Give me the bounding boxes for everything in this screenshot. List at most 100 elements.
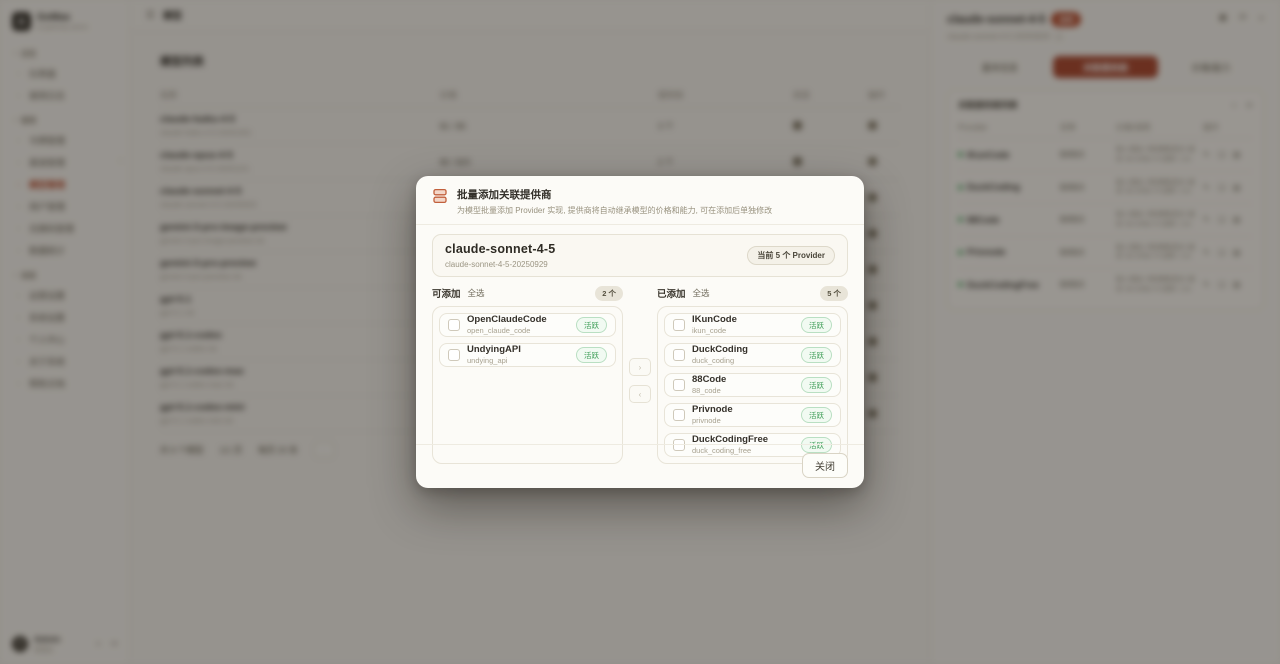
provider-option-name: DuckCodingFree — [692, 433, 769, 445]
sidebar-item-tokens[interactable]: ▫ 令牌管理 — [0, 129, 129, 151]
checkbox[interactable] — [448, 349, 460, 361]
sidebar-item-stats[interactable]: ▫ 数据统计 — [0, 239, 129, 261]
provider-row[interactable]: Privnode $3/$15 输入/输出: 继承模型定价 缓存: $0.30/… — [958, 237, 1253, 269]
move-left-button[interactable]: ‹ — [629, 385, 651, 403]
sidebar-item-models-active[interactable]: ▫ 模型管理 — [0, 173, 129, 195]
provider-option[interactable]: 88Code 88_code 活跃 — [664, 373, 841, 397]
model-row[interactable]: claude-haiku-4-5 claude-haiku-4-5-202510… — [160, 108, 900, 144]
tab-pricing-capability[interactable]: 价格/能力 — [1191, 62, 1231, 73]
copy-provider-icon[interactable]: ❏ — [1217, 215, 1225, 225]
sidebar-user-area[interactable]: A Admin 管理员 ◐ ⇥ — [0, 634, 129, 654]
model-actions[interactable] — [868, 369, 900, 387]
model-id: claude-sonnet-4-5-20250929 — [160, 199, 257, 209]
sidebar-item-ops-settings[interactable]: ▫ 运营设置 — [0, 284, 129, 306]
move-right-button[interactable]: › — [629, 358, 651, 376]
provider-row[interactable]: DuckCodingFree $3/$15 输入/输出: 继承模型定价 缓存: … — [958, 269, 1253, 301]
provider-name: DuckCoding — [967, 182, 1020, 193]
section-caret-icon: ▾ — [14, 273, 18, 279]
provider-option-id: duck_coding — [692, 356, 735, 366]
panel-refresh-icon[interactable]: ⟳ — [1239, 12, 1247, 22]
sidebar-item-docs[interactable]: ▫ 帮助文档 — [0, 372, 129, 394]
added-select-all[interactable]: 全选 — [692, 288, 710, 298]
providers-table-header: Provider 倍率 价格/说明 操作 — [958, 114, 1253, 139]
tab-linked-providers[interactable]: 关联提供商 — [1052, 56, 1159, 78]
model-name-cell: gemini-3-pro-image-preview gemini-3-pro-… — [160, 222, 440, 244]
model-status-toggle[interactable] — [793, 153, 868, 171]
panel-close-icon[interactable]: × — [1258, 12, 1264, 23]
checkbox[interactable] — [448, 319, 460, 331]
copy-provider-icon[interactable]: ❏ — [1217, 280, 1225, 290]
provider-row[interactable]: DuckCoding $3/$15 输入/输出: 继承模型定价 缓存: $0.3… — [958, 172, 1253, 204]
model-name-cell: gpt-5.1 gpt-5.1-nb — [160, 294, 440, 316]
refresh-providers-icon[interactable]: ⟳ — [1246, 100, 1253, 110]
model-actions[interactable] — [868, 153, 900, 171]
delete-provider-icon[interactable]: ▤ — [1232, 150, 1241, 160]
sidebar-item-about[interactable]: ▫ 关于系统 — [0, 350, 129, 372]
edit-provider-icon[interactable]: ✎ — [1203, 247, 1210, 257]
copy-icon[interactable]: ❏ — [1054, 32, 1062, 41]
model-actions[interactable] — [868, 333, 900, 351]
sidebar-item-logs[interactable]: ▫ 使用日志 — [0, 84, 129, 106]
model-actions[interactable] — [868, 225, 900, 243]
provider-row[interactable]: 88Code $3/$15 输入/输出: 继承模型定价 缓存: $0.30/$3… — [958, 204, 1253, 237]
actions-icon — [868, 192, 877, 202]
sidebar-item-label: 渠道管理 — [29, 157, 66, 168]
edit-provider-icon[interactable]: ✎ — [1203, 215, 1210, 225]
provider-row[interactable]: IKunCode $3/$15 输入/输出: 继承模型定价 缓存: $0.30/… — [958, 139, 1253, 172]
delete-provider-icon[interactable]: ▤ — [1232, 280, 1241, 290]
hamburger-icon[interactable]: ☰ — [146, 9, 155, 21]
available-select-all[interactable]: 全选 — [467, 288, 485, 298]
provider-option[interactable]: UndyingAPI undying_api 活跃 — [439, 343, 616, 367]
model-actions[interactable] — [868, 117, 900, 135]
sidebar-item-system-settings[interactable]: ▫ 系统设置 — [0, 306, 129, 328]
dashboard-icon: ▫ — [17, 68, 20, 78]
sidebar-item-dashboard[interactable]: ▫ 仪表盘 — [0, 62, 129, 84]
copy-provider-icon[interactable]: ❏ — [1217, 247, 1225, 257]
add-provider-icon[interactable]: + — [1231, 100, 1237, 110]
provider-option-name: UndyingAPI — [467, 343, 521, 355]
model-name-cell: gemini-3-pro-preview gemini-3-pro-previe… — [160, 258, 440, 280]
target-model-card: claude-sonnet-4-5 claude-sonnet-4-5-2025… — [432, 234, 848, 277]
provider-option[interactable]: OpenClaudeCode open_claude_code 活跃 — [439, 313, 616, 337]
delete-provider-icon[interactable]: ▤ — [1232, 247, 1241, 257]
model-actions[interactable] — [868, 261, 900, 279]
sidebar-item-profile[interactable]: ▫ 个人中心 — [0, 328, 129, 350]
sidebar-item-label: 模型管理 — [29, 179, 66, 190]
checkbox[interactable] — [673, 319, 685, 331]
modal-title: 批量添加关联提供商 — [457, 189, 552, 201]
logout-icon[interactable]: ⇥ — [110, 639, 117, 649]
model-name-cell: gpt-5.1-codex-mini gpt-5.1-codex-mini-nb — [160, 402, 440, 424]
provider-option[interactable]: Privnode privnode 活跃 — [664, 403, 841, 427]
tab-basic-info[interactable]: 基本信息 — [981, 62, 1018, 73]
checkbox[interactable] — [673, 379, 685, 391]
app-logo-row[interactable]: A GoMax ai-gateway-admin — [0, 10, 129, 39]
sidebar-item-redeem[interactable]: ▫ 兑换码管理 — [0, 217, 129, 239]
added-list: IKunCode ikun_code 活跃 DuckCoding duck_co… — [657, 306, 848, 464]
col-name: 名称 — [160, 90, 178, 100]
checkbox[interactable] — [673, 349, 685, 361]
model-actions[interactable] — [868, 189, 900, 207]
provider-option[interactable]: IKunCode ikun_code 活跃 — [664, 313, 841, 337]
edit-provider-icon[interactable]: ✎ — [1203, 182, 1210, 192]
model-actions[interactable] — [868, 297, 900, 315]
delete-provider-icon[interactable]: ▤ — [1232, 182, 1241, 192]
sidebar-item-label: 令牌管理 — [29, 135, 66, 146]
sidebar-collapse-icon[interactable]: ‹ — [119, 155, 122, 165]
model-status-toggle[interactable] — [793, 117, 868, 135]
sidebar-item-label: 帮助文档 — [29, 378, 66, 389]
sidebar-item-users[interactable]: ▫ 用户管理 — [0, 195, 129, 217]
copy-provider-icon[interactable]: ❏ — [1217, 150, 1225, 160]
close-button[interactable]: 关闭 — [802, 453, 848, 478]
sidebar-item-channels[interactable]: ▫ 渠道管理 — [0, 151, 129, 173]
checkbox[interactable] — [673, 439, 685, 451]
edit-provider-icon[interactable]: ✎ — [1203, 280, 1210, 290]
panel-edit-icon[interactable]: ▣ — [1218, 12, 1228, 22]
theme-toggle-icon[interactable]: ◐ — [96, 639, 102, 649]
edit-provider-icon[interactable]: ✎ — [1203, 150, 1210, 160]
pagination-next-button[interactable]: › — [313, 442, 334, 458]
checkbox[interactable] — [673, 409, 685, 421]
model-actions[interactable] — [868, 405, 900, 423]
provider-option[interactable]: DuckCoding duck_coding 活跃 — [664, 343, 841, 367]
copy-provider-icon[interactable]: ❏ — [1217, 182, 1225, 192]
delete-provider-icon[interactable]: ▤ — [1232, 215, 1241, 225]
